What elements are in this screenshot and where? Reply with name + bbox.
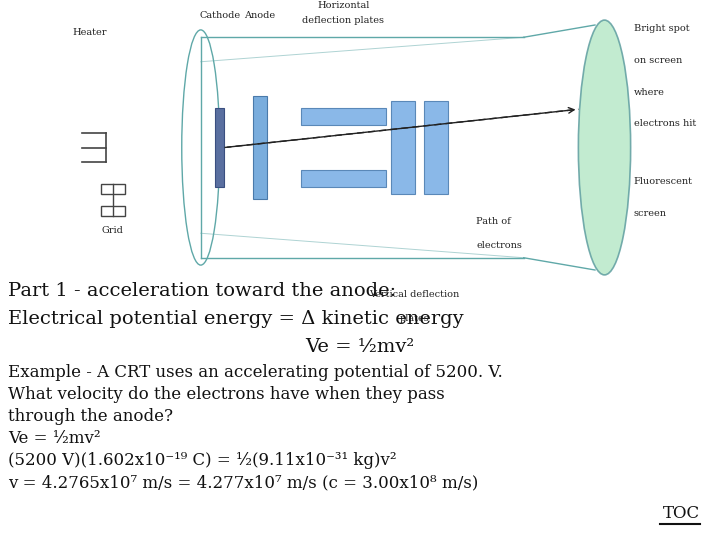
Text: through the anode?: through the anode? <box>8 408 173 425</box>
Bar <box>253 96 267 199</box>
Text: Heater: Heater <box>73 28 107 37</box>
Text: plates: plates <box>400 314 429 323</box>
Text: v = 4.2765x10⁷ m/s = 4.277x10⁷ m/s (c = 3.00x10⁸ m/s): v = 4.2765x10⁷ m/s = 4.277x10⁷ m/s (c = … <box>8 474 478 491</box>
Text: on screen: on screen <box>634 56 682 65</box>
Bar <box>101 184 125 194</box>
Text: Vertical deflection: Vertical deflection <box>369 289 459 299</box>
Text: Part 1 - acceleration toward the anode:: Part 1 - acceleration toward the anode: <box>8 282 396 300</box>
Text: Ve = ¹⁄₂mv²: Ve = ¹⁄₂mv² <box>8 430 101 447</box>
Text: Path of: Path of <box>476 217 511 226</box>
Ellipse shape <box>578 20 631 275</box>
Bar <box>300 170 386 187</box>
Text: Example - A CRT uses an accelerating potential of 5200. V.: Example - A CRT uses an accelerating pot… <box>8 364 503 381</box>
Text: Grid: Grid <box>101 226 123 235</box>
Text: where: where <box>634 87 665 97</box>
Bar <box>300 109 386 125</box>
Text: electrons hit: electrons hit <box>634 119 696 129</box>
Text: screen: screen <box>634 208 667 218</box>
Bar <box>215 109 223 187</box>
Text: Electrical potential energy = Δ kinetic energy: Electrical potential energy = Δ kinetic … <box>8 310 464 328</box>
Text: electrons: electrons <box>476 241 522 251</box>
Bar <box>101 206 125 216</box>
Text: Horizontal: Horizontal <box>317 1 369 10</box>
Text: Bright spot: Bright spot <box>634 24 689 33</box>
Text: Anode: Anode <box>245 11 276 20</box>
Text: Ve = ¹⁄₂mv²: Ve = ¹⁄₂mv² <box>305 338 415 356</box>
Bar <box>424 101 448 194</box>
Text: Cathode: Cathode <box>199 11 240 20</box>
Text: deflection plates: deflection plates <box>302 16 384 25</box>
Text: What velocity do the electrons have when they pass: What velocity do the electrons have when… <box>8 386 445 403</box>
Bar <box>391 101 415 194</box>
Text: (5200 V)(1.602x10⁻¹⁹ C) = ¹⁄₂(9.11x10⁻³¹ kg)v²: (5200 V)(1.602x10⁻¹⁹ C) = ¹⁄₂(9.11x10⁻³¹… <box>8 452 397 469</box>
Text: Fluorescent: Fluorescent <box>634 177 693 186</box>
Text: TOC: TOC <box>663 505 700 522</box>
